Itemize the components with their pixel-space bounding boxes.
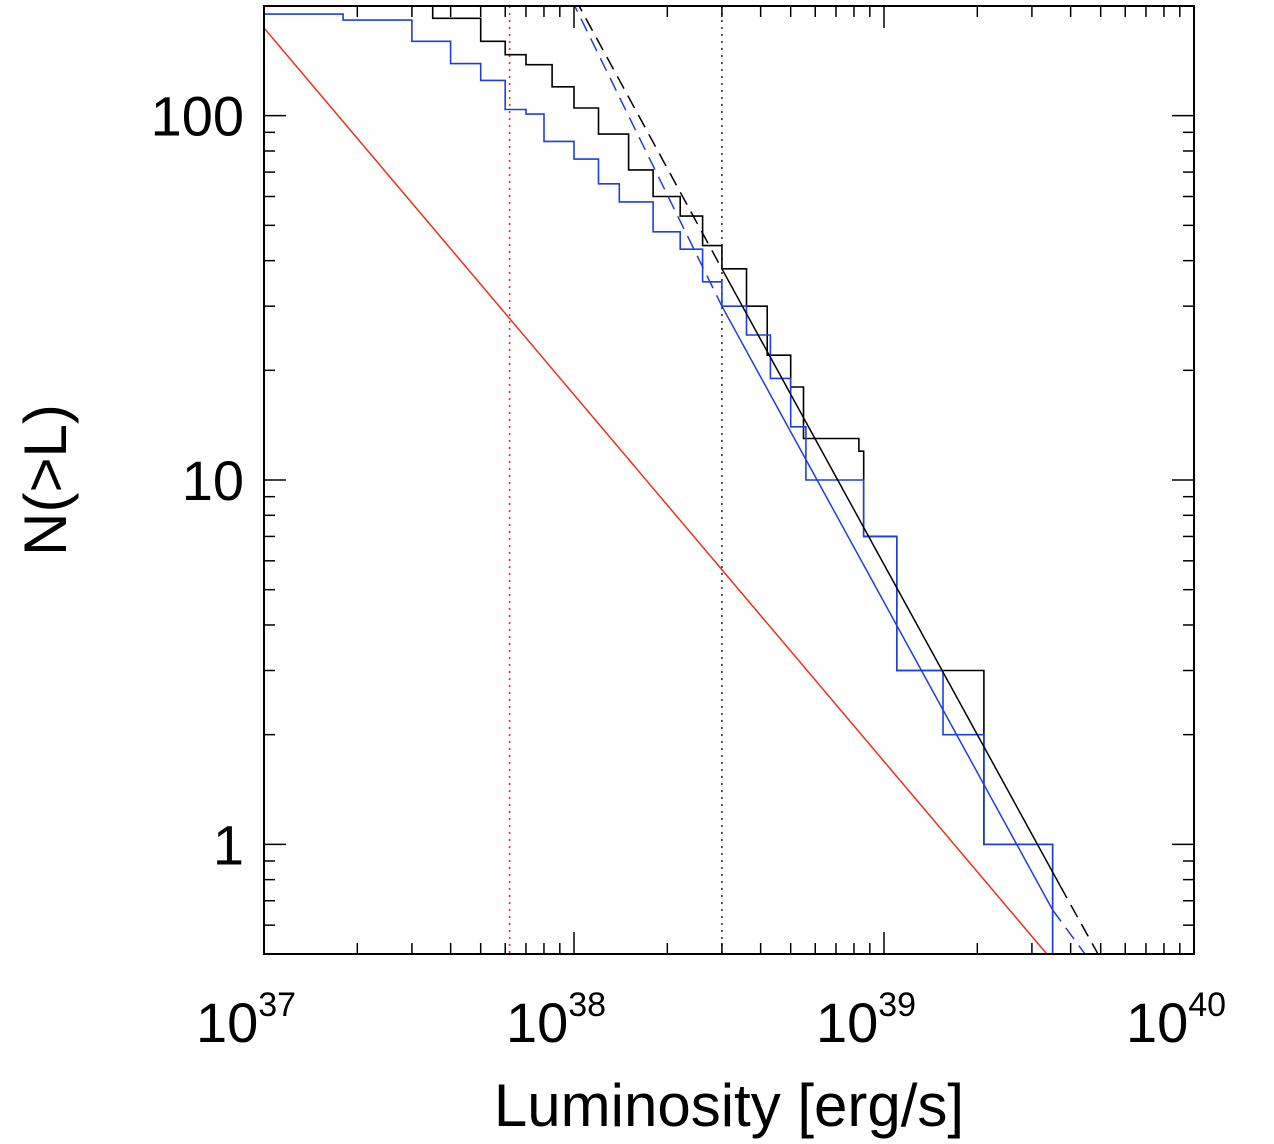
fit-line-5: [721, 305, 1054, 911]
fit-line-2: [721, 268, 1061, 887]
tick-labels: 1037 1038 1039 1040 1 10 100: [151, 85, 1227, 1054]
plot-frame: [263, 5, 1195, 955]
fit-line-4: [1059, 885, 1099, 954]
fit-line-6: [573, 6, 723, 307]
plot-lines: [264, 6, 1099, 954]
fit-line-3: [578, 6, 723, 270]
y-tick-label: 10: [182, 449, 244, 512]
y-axis-title: N(>L): [12, 404, 79, 556]
fit-line-7: [1052, 909, 1086, 954]
y-tick-label: 100: [151, 85, 244, 148]
x-tick-label: 1037: [196, 986, 296, 1054]
x-tick-label: 1038: [506, 986, 606, 1054]
fit-line-8: [264, 27, 1048, 954]
y-tick-label: 1: [213, 813, 244, 876]
x-axis-title: Luminosity [erg/s]: [494, 1072, 964, 1139]
axis-ticks: [263, 5, 1194, 955]
step-series-1: [264, 13, 1054, 954]
x-tick-label: 1039: [816, 986, 916, 1054]
x-tick-label: 1040: [1126, 986, 1226, 1054]
step-series-0: [431, 6, 1054, 954]
